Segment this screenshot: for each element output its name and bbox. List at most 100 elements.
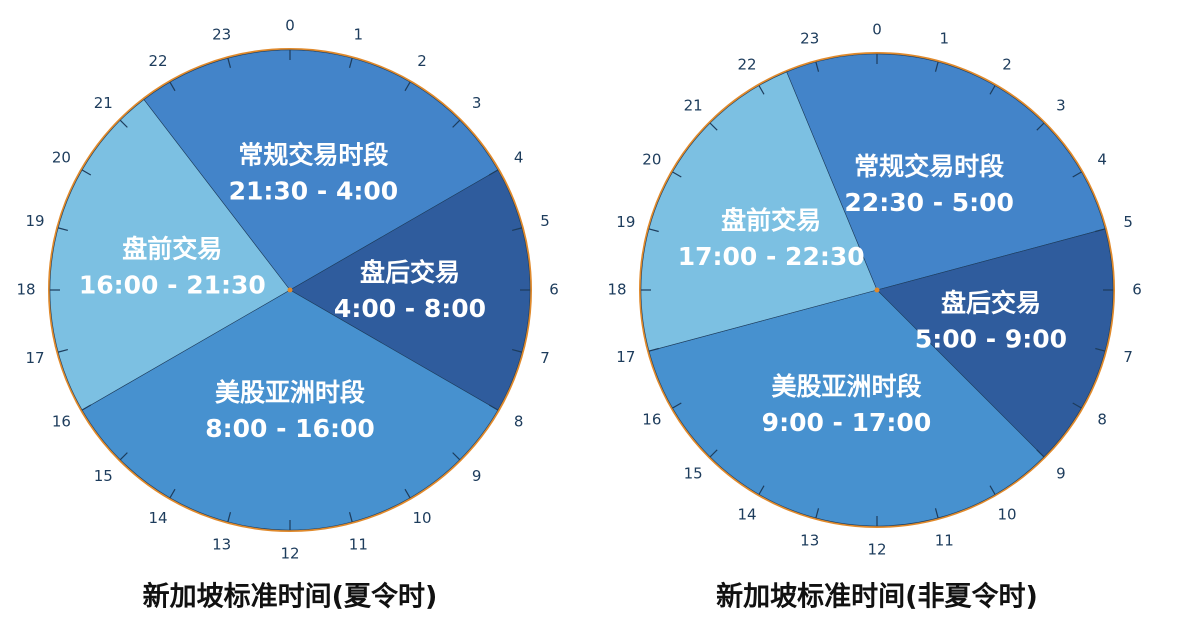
tick-mark <box>81 169 92 176</box>
sector-time: 8:00 - 16:00 <box>205 414 375 443</box>
sector-name: 美股亚洲时段 <box>215 378 365 407</box>
sector-time: 9:00 - 17:00 <box>762 408 932 437</box>
tick-mark <box>452 452 461 461</box>
hour-label: 18 <box>607 281 626 299</box>
tick-mark <box>709 122 718 131</box>
hour-label: 4 <box>1097 151 1107 169</box>
hour-label: 9 <box>1056 464 1066 482</box>
sector-name: 盘后交易 <box>941 289 1041 318</box>
hour-label: 6 <box>549 281 559 299</box>
hour-label: 5 <box>1123 213 1133 231</box>
hour-label: 15 <box>684 464 703 482</box>
tick-mark <box>81 404 92 411</box>
tick-mark <box>404 81 411 92</box>
tick-mark <box>1072 402 1082 409</box>
tick-mark <box>648 228 659 233</box>
sector <box>786 53 1106 291</box>
hour-label: 0 <box>872 21 882 39</box>
tick-mark <box>169 81 176 92</box>
tick-mark <box>1095 228 1106 233</box>
tick-mark <box>989 485 996 495</box>
tick-mark <box>227 512 232 522</box>
sector-name: 盘后交易 <box>360 258 460 287</box>
tick-mark <box>488 404 499 411</box>
hour-label: 21 <box>94 94 113 112</box>
hour-label: 10 <box>997 506 1016 524</box>
hour-label: 3 <box>472 94 482 112</box>
hour-label: 10 <box>412 509 431 527</box>
hour-label: 8 <box>1097 411 1107 429</box>
sector-time: 16:00 - 21:30 <box>79 271 266 300</box>
sector-time: 5:00 - 9:00 <box>915 325 1067 354</box>
hour-label: 11 <box>935 532 954 550</box>
hour-label: 11 <box>349 536 368 554</box>
sector-time: 17:00 - 22:30 <box>678 242 865 271</box>
hour-label: 1 <box>354 25 364 43</box>
hour-label: 17 <box>25 349 44 367</box>
hour-label: 12 <box>280 545 299 563</box>
tick-mark <box>1095 347 1106 352</box>
tick-mark <box>989 85 996 95</box>
hour-label: 21 <box>684 97 703 115</box>
tick-mark <box>119 452 128 461</box>
sector-name: 常规交易时段 <box>238 140 388 169</box>
hour-label: 22 <box>737 55 756 73</box>
tick-mark <box>758 85 765 95</box>
hour-label: 16 <box>642 411 661 429</box>
hour-label: 13 <box>800 532 819 550</box>
tick-mark <box>169 488 176 499</box>
sector <box>49 99 291 411</box>
hour-label: 14 <box>148 509 167 527</box>
tick-mark <box>815 508 820 519</box>
hour-label: 7 <box>540 349 550 367</box>
tick-mark <box>348 512 353 522</box>
sector-time: 4:00 - 8:00 <box>334 294 486 323</box>
hour-label: 6 <box>1132 281 1142 299</box>
hour-label: 2 <box>417 52 427 70</box>
tick-mark <box>58 348 68 353</box>
hour-label: 5 <box>540 212 550 230</box>
hour-label: 22 <box>148 52 167 70</box>
hour-label: 0 <box>285 17 295 35</box>
tick-mark <box>488 169 499 176</box>
sector-time: 21:30 - 4:00 <box>229 176 399 205</box>
sector-name: 盘前交易 <box>122 235 222 264</box>
tick-mark <box>709 449 718 458</box>
tick-mark <box>227 58 232 68</box>
hour-label: 23 <box>800 29 819 47</box>
tick-mark <box>404 488 411 499</box>
hour-label: 17 <box>616 348 635 366</box>
center-dot <box>287 287 293 293</box>
tick-mark <box>1036 122 1045 131</box>
tick-mark <box>815 61 820 72</box>
tick-mark <box>758 485 765 495</box>
hour-label: 8 <box>514 413 524 431</box>
tick-mark <box>648 347 659 352</box>
sector-name: 美股亚洲时段 <box>771 372 921 401</box>
hour-label: 1 <box>940 29 950 47</box>
sector-name: 盘前交易 <box>721 206 821 235</box>
hour-label: 19 <box>616 213 635 231</box>
sector <box>143 49 499 291</box>
hour-label: 20 <box>642 151 661 169</box>
tick-mark <box>1036 449 1045 458</box>
hour-label: 7 <box>1123 348 1133 366</box>
hour-label: 16 <box>52 413 71 431</box>
sector <box>640 71 878 352</box>
chart-title: 新加坡标准时间(夏令时) <box>143 581 438 613</box>
tick-mark <box>512 348 522 353</box>
hour-label: 15 <box>94 467 113 485</box>
hour-label: 20 <box>52 149 71 167</box>
tick-mark <box>672 402 682 409</box>
hour-label: 4 <box>514 149 524 167</box>
tick-mark <box>1072 171 1082 178</box>
tick-mark <box>934 508 939 519</box>
tick-mark <box>934 61 939 72</box>
hour-label: 12 <box>867 541 886 559</box>
hour-label: 18 <box>16 281 35 299</box>
tick-mark <box>452 119 461 128</box>
hour-label: 19 <box>25 212 44 230</box>
chart-title: 新加坡标准时间(非夏令时) <box>716 581 1038 613</box>
hour-label: 13 <box>212 536 231 554</box>
